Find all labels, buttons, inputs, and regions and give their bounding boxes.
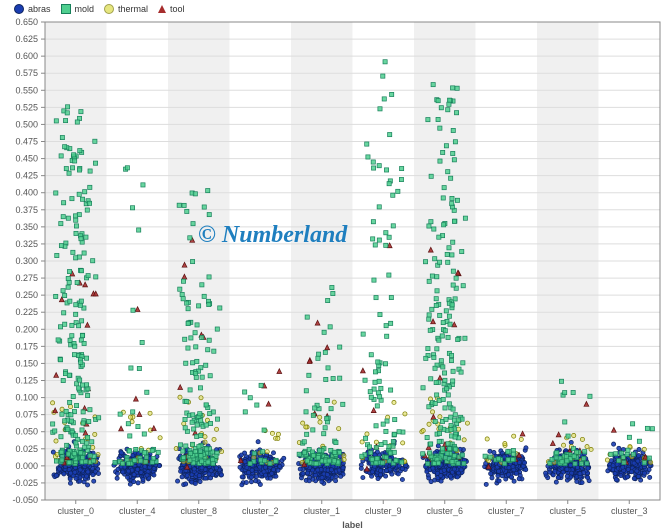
svg-text:0.175: 0.175 [15, 341, 38, 351]
svg-text:0.200: 0.200 [15, 324, 38, 334]
svg-text:0.225: 0.225 [15, 307, 38, 317]
svg-text:0.525: 0.525 [15, 102, 38, 112]
svg-text:cluster_8: cluster_8 [180, 506, 217, 516]
svg-text:0.600: 0.600 [15, 51, 38, 61]
legend-label: mold [75, 4, 95, 14]
scatter-plot: -0.050 -0.025 0.000 0.025 0.050 0.075 0.100 0.1… [0, 0, 672, 531]
legend-item-mold: mold [61, 4, 95, 14]
svg-text:-0.025: -0.025 [12, 478, 38, 488]
svg-text:0.400: 0.400 [15, 188, 38, 198]
svg-text:cluster_9: cluster_9 [365, 506, 402, 516]
svg-text:cluster_5: cluster_5 [549, 506, 586, 516]
svg-text:0.050: 0.050 [15, 427, 38, 437]
legend-label: thermal [118, 4, 148, 14]
svg-text:cluster_1: cluster_1 [303, 506, 340, 516]
svg-text:0.000: 0.000 [15, 461, 38, 471]
svg-text:cluster_3: cluster_3 [611, 506, 648, 516]
chart-container: abras mold thermal tool -0.050 -0.025 0.000 0.… [0, 0, 672, 531]
legend: abras mold thermal tool [14, 4, 185, 14]
svg-text:0.350: 0.350 [15, 222, 38, 232]
svg-text:0.275: 0.275 [15, 273, 38, 283]
svg-text:0.025: 0.025 [15, 444, 38, 454]
svg-text:cluster_4: cluster_4 [119, 506, 156, 516]
svg-text:0.325: 0.325 [15, 239, 38, 249]
svg-text:0.375: 0.375 [15, 205, 38, 215]
svg-text:-0.050: -0.050 [12, 495, 38, 505]
svg-text:0.475: 0.475 [15, 137, 38, 147]
mold-swatch-icon [61, 4, 71, 14]
legend-item-abras: abras [14, 4, 51, 14]
tool-swatch-icon [158, 5, 166, 13]
thermal-swatch-icon [104, 4, 114, 14]
svg-text:0.575: 0.575 [15, 68, 38, 78]
legend-item-thermal: thermal [104, 4, 148, 14]
svg-text:0.500: 0.500 [15, 119, 38, 129]
svg-text:cluster_2: cluster_2 [242, 506, 279, 516]
legend-label: tool [170, 4, 185, 14]
svg-text:0.450: 0.450 [15, 154, 38, 164]
svg-text:cluster_6: cluster_6 [426, 506, 463, 516]
svg-text:0.125: 0.125 [15, 376, 38, 386]
svg-text:0.100: 0.100 [15, 393, 38, 403]
legend-label: abras [28, 4, 51, 14]
svg-text:0.650: 0.650 [15, 17, 38, 27]
svg-text:cluster_0: cluster_0 [57, 506, 94, 516]
svg-text:0.550: 0.550 [15, 85, 38, 95]
svg-text:0.625: 0.625 [15, 34, 38, 44]
svg-text:0.425: 0.425 [15, 171, 38, 181]
legend-item-tool: tool [158, 4, 185, 14]
svg-text:0.250: 0.250 [15, 290, 38, 300]
svg-text:0.300: 0.300 [15, 256, 38, 266]
svg-text:0.075: 0.075 [15, 410, 38, 420]
svg-text:0.150: 0.150 [15, 358, 38, 368]
abras-swatch-icon [14, 4, 24, 14]
svg-text:cluster_7: cluster_7 [488, 506, 525, 516]
svg-text:label: label [342, 520, 363, 530]
